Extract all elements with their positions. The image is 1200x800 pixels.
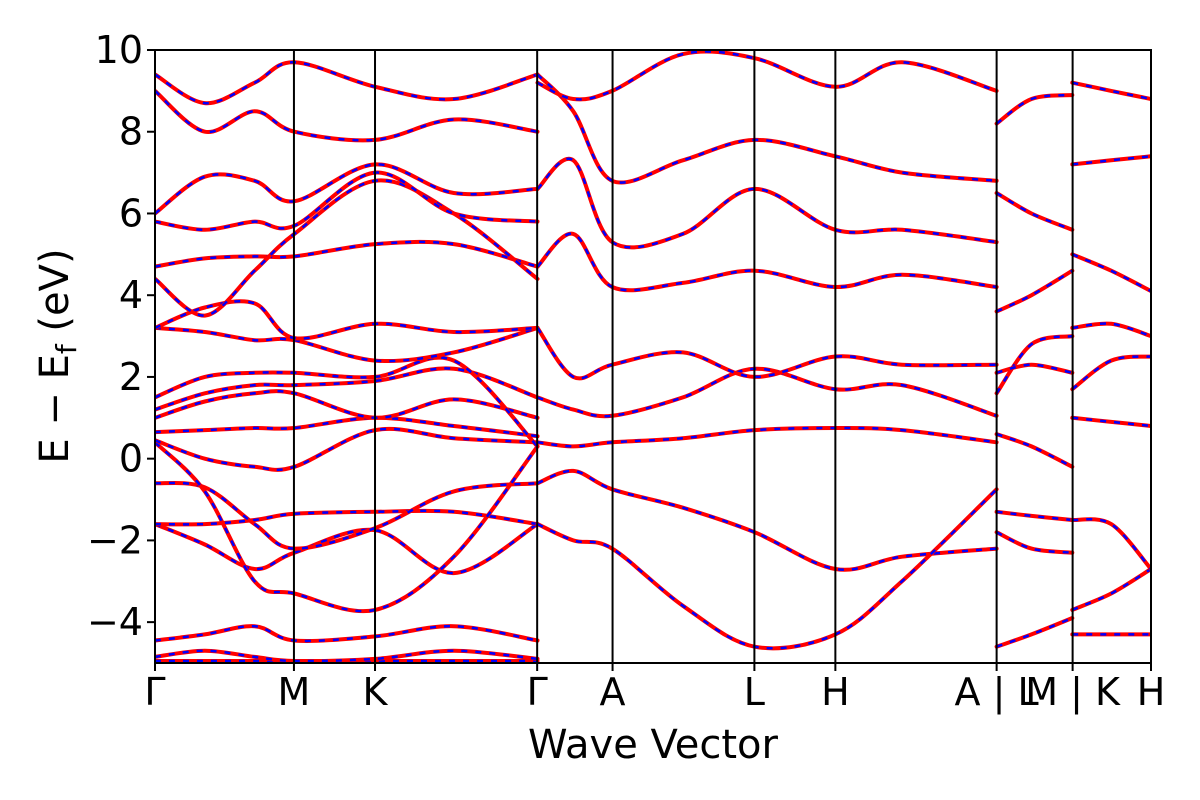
band-line-blue-dashed <box>536 488 998 650</box>
x-tick-label: Γ <box>527 670 548 714</box>
x-tick-label: Γ <box>144 670 165 714</box>
x-tick-label: L <box>744 670 765 714</box>
band-line-red <box>155 170 540 232</box>
band-line-red <box>535 325 999 381</box>
band-line-red <box>155 522 540 576</box>
band-line-blue-dashed <box>155 441 539 613</box>
y-tick-label: −2 <box>87 518 143 562</box>
plot-frame <box>154 49 1152 664</box>
band-line-blue-dashed <box>996 616 1073 648</box>
band-line-blue-dashed <box>537 469 997 572</box>
band-line-blue-dashed <box>1072 81 1151 101</box>
band-line-blue-dashed <box>536 50 997 101</box>
y-tick-label: −4 <box>87 600 143 644</box>
band-line-red <box>155 508 540 527</box>
band-line-blue-dashed <box>537 426 997 448</box>
band-line-red <box>1070 415 1151 428</box>
y-tick-label: 10 <box>95 28 143 72</box>
band-line-red <box>535 425 999 449</box>
band-line-red <box>535 231 999 293</box>
band-line-red <box>994 362 1075 375</box>
band-line-red <box>1070 354 1151 392</box>
band-line-blue-dashed <box>155 171 538 232</box>
band-line-blue-dashed <box>1072 155 1151 166</box>
band-line-blue-dashed <box>155 61 538 105</box>
band-line-blue-dashed <box>1072 322 1151 338</box>
band-line-red <box>155 624 540 643</box>
band-line-red <box>155 325 540 364</box>
band-line-blue-dashed <box>996 269 1073 313</box>
band-line-blue-dashed <box>155 179 539 317</box>
band-line-red <box>994 530 1075 555</box>
band-line-red <box>1070 321 1151 339</box>
band-line-blue-dashed <box>155 389 538 420</box>
y-tick-label: 8 <box>119 110 143 154</box>
band-line-blue-dashed <box>1071 253 1151 293</box>
band-line-blue-dashed <box>1072 416 1151 428</box>
band-line-blue-dashed <box>996 432 1073 468</box>
band-line-blue-dashed <box>155 356 539 448</box>
x-axis-ticks: Γ M K Γ A L H A | LM | K H <box>144 663 1165 715</box>
band-line-red <box>1070 154 1151 167</box>
band-line-blue-dashed <box>155 427 538 472</box>
x-tick-label: A <box>600 670 626 714</box>
y-axis-label-main: E − E <box>32 354 78 464</box>
x-tick-label: K <box>363 670 389 714</box>
x-tick-label: M <box>278 670 311 714</box>
band-line-blue-dashed <box>537 367 997 418</box>
y-axis-ticks: 10 8 6 4 2 0 −2 −4 <box>87 28 155 644</box>
band-line-red <box>155 648 540 663</box>
band-line-blue-dashed <box>995 334 1073 395</box>
x-tick-label: A | L <box>955 670 1039 715</box>
band-line-blue-dashed <box>155 300 538 340</box>
band-line-red <box>155 389 540 420</box>
band-line-blue-dashed <box>995 93 1073 125</box>
band-lines <box>155 50 1151 663</box>
band-line-red <box>535 487 999 651</box>
band-line-red <box>1070 80 1151 101</box>
band-line-red <box>994 616 1075 649</box>
y-tick-label: 2 <box>119 355 143 399</box>
band-line-red <box>155 239 540 269</box>
y-tick-label: 6 <box>119 191 143 235</box>
band-line-blue-dashed <box>996 531 1073 554</box>
band-line-blue-dashed <box>536 157 997 249</box>
band-line-blue-dashed <box>155 240 538 268</box>
band-line-blue-dashed <box>536 73 997 184</box>
band-line-red <box>1070 517 1151 571</box>
band-line-blue-dashed <box>155 522 539 575</box>
band-line-red <box>535 72 999 185</box>
band-line-blue-dashed <box>155 367 538 411</box>
x-tick-label: M | K <box>1025 670 1121 715</box>
band-line-blue-dashed <box>995 191 1073 231</box>
x-tick-label: H <box>821 670 850 714</box>
band-line-red <box>155 415 540 439</box>
band-line-red <box>155 162 540 216</box>
band-line-red <box>155 60 540 106</box>
x-tick-label: H <box>1137 670 1166 714</box>
y-tick-label: 4 <box>119 273 143 317</box>
high-symmetry-lines <box>292 50 1074 663</box>
band-line-red <box>994 509 1075 522</box>
band-line-red <box>155 426 540 472</box>
band-line-red <box>155 480 540 551</box>
band-line-blue-dashed <box>1072 517 1151 570</box>
band-line-blue-dashed <box>155 163 538 215</box>
band-line-red <box>155 88 540 143</box>
y-axis-label: E − Ef (eV) <box>32 248 83 463</box>
y-axis-label-unit: (eV) <box>32 248 78 344</box>
band-line-blue-dashed <box>536 232 997 292</box>
band-line-blue-dashed <box>1071 567 1151 612</box>
y-tick-label: 0 <box>119 437 143 481</box>
y-axis-label-subscript: f <box>50 343 83 354</box>
x-axis-label: Wave Vector <box>528 722 779 768</box>
